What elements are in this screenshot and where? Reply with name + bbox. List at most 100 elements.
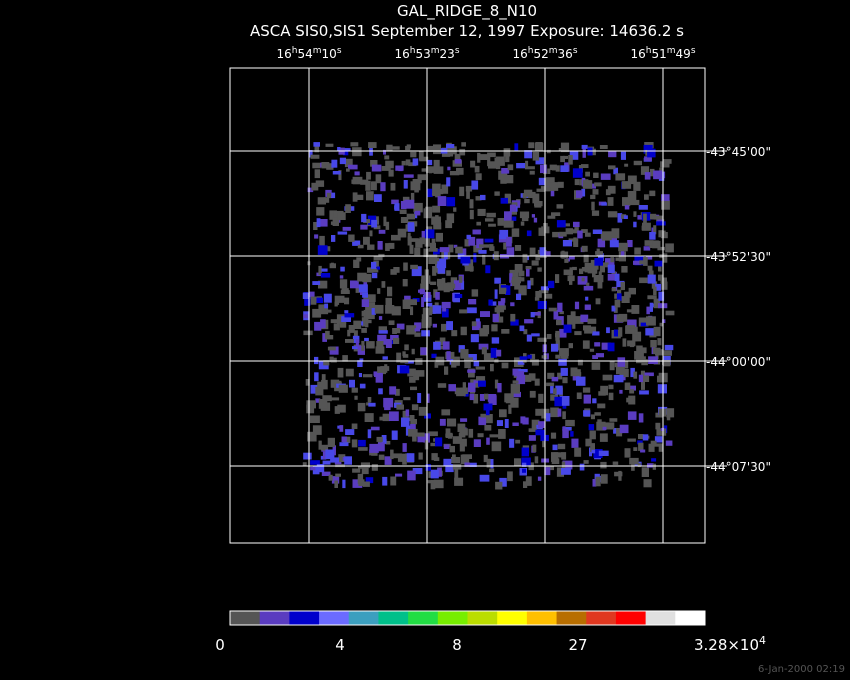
pixel-blob	[479, 394, 485, 401]
pixel-blob	[562, 427, 572, 431]
subtitle: ASCA SIS0,SIS1 September 12, 1997 Exposu…	[250, 22, 684, 40]
pixel-blob	[378, 330, 388, 334]
pixel-blob	[402, 443, 407, 452]
pixel-blob	[525, 166, 535, 170]
pixel-blob	[369, 230, 373, 237]
pixel-blob	[562, 411, 566, 420]
pixel-blob	[470, 160, 476, 168]
pixel-blob	[459, 441, 465, 452]
pixel-blob	[391, 430, 398, 440]
pixel-blob	[615, 173, 626, 181]
pixel-blob	[434, 302, 439, 307]
pixel-blob	[595, 353, 604, 358]
pixel-blob	[647, 463, 654, 468]
pixel-blob	[608, 165, 616, 170]
pixel-blob	[665, 440, 673, 446]
pixel-blob	[442, 306, 447, 312]
pixel-blob	[460, 248, 467, 256]
pixel-blob	[396, 323, 405, 330]
pixel-blob	[524, 198, 530, 204]
pixel-blob	[367, 429, 372, 439]
pixel-blob	[585, 438, 592, 447]
pixel-blob	[650, 213, 657, 220]
label-part: 16	[630, 47, 645, 61]
pixel-blob	[324, 303, 328, 309]
label-part: 16	[512, 47, 527, 61]
pixel-blob	[410, 238, 419, 242]
pixel-blob	[568, 256, 575, 260]
pixel-blob	[613, 167, 618, 175]
pixel-blob	[526, 334, 532, 342]
pixel-blob	[602, 231, 612, 241]
pixel-blob	[405, 427, 410, 436]
pixel-blob	[445, 464, 454, 473]
pixel-blob	[655, 351, 659, 360]
pixel-blob	[639, 260, 647, 265]
pixel-blob	[614, 471, 623, 477]
pixel-blob	[316, 464, 325, 473]
pixel-blob	[453, 207, 457, 212]
pixel-blob	[326, 163, 334, 170]
pixel-blob	[358, 447, 368, 451]
pixel-blob	[514, 245, 522, 251]
colorbar-swatch	[408, 611, 439, 625]
pixel-blob	[636, 356, 646, 364]
pixel-blob	[649, 302, 653, 312]
pixel-blob	[653, 170, 663, 180]
pixel-blob	[522, 417, 529, 425]
pixel-blob	[567, 315, 575, 325]
pixel-blob	[483, 403, 493, 411]
pixel-blob	[339, 275, 344, 279]
frame	[229, 67, 706, 544]
pixel-blob	[414, 247, 421, 256]
pixel-blob	[646, 316, 656, 326]
pixel-blob	[459, 148, 466, 156]
pixel-blob	[446, 270, 451, 276]
pixel-blob	[327, 437, 335, 447]
pixel-blob	[540, 186, 551, 192]
pixel-blob	[389, 411, 399, 421]
pixel-blob	[647, 274, 656, 284]
pixel-blob	[591, 201, 595, 211]
pixel-blob	[531, 359, 539, 366]
pixel-blob	[581, 229, 588, 233]
pixel-blob	[468, 368, 475, 378]
pixel-blob	[647, 295, 657, 300]
pixel-blob	[555, 333, 559, 338]
pixel-blob	[630, 367, 635, 378]
pixel-blob	[528, 142, 535, 149]
pixel-blob	[616, 314, 624, 323]
pixel-blob	[353, 259, 360, 268]
pixel-blob	[314, 143, 320, 153]
pixel-blob	[613, 374, 624, 383]
pixel-blob	[402, 299, 411, 309]
pixel-blob	[473, 245, 482, 253]
pixel-blob	[633, 260, 642, 265]
pixel-blob	[414, 332, 421, 337]
pixel-blob	[653, 326, 661, 337]
pixel-blob	[447, 166, 451, 171]
colorbar: 0 4 8 27 3.28×104	[215, 610, 766, 654]
pixel-blob	[350, 280, 359, 289]
pixel-blob	[338, 170, 342, 181]
pixel-blob	[646, 255, 653, 260]
pixel-blob	[599, 433, 608, 442]
pixel-blob	[524, 150, 533, 159]
pixel-blob	[496, 305, 506, 310]
pixel-blob	[312, 281, 321, 285]
pixel-blob	[523, 329, 528, 335]
pixel-blob	[467, 369, 476, 373]
pixel-blob	[633, 181, 641, 191]
pixel-blob	[328, 474, 333, 481]
pixel-blob	[365, 310, 375, 320]
pixel-blob	[634, 334, 638, 342]
pixel-blob	[533, 217, 538, 223]
pixel-blob	[656, 428, 667, 436]
pixel-blob	[361, 213, 367, 223]
pixel-blob	[345, 339, 354, 343]
pixel-blob	[592, 479, 597, 487]
pixel-blob	[446, 351, 451, 361]
pixel-blob	[410, 306, 414, 316]
pixel-blob	[592, 148, 596, 156]
pixel-blob	[593, 172, 599, 178]
